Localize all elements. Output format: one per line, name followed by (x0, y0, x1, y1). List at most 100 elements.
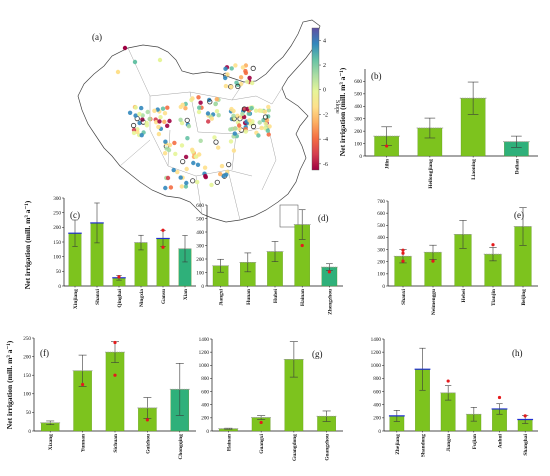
map-station-dot (190, 96, 195, 101)
map-station-dot (266, 132, 271, 137)
y-tick-label: 800 (373, 376, 381, 382)
map-station-dot (265, 128, 270, 133)
panel-label: (c) (70, 210, 80, 220)
map-station-dot (155, 107, 160, 112)
map-station-dot (195, 162, 201, 167)
colorbar-title: Slope (334, 100, 340, 114)
map-station-dot (178, 104, 183, 110)
panel-label: (f) (40, 348, 49, 358)
chart-panel: 0 100 200 300 400 500 600 700 (e) Shanxi Neimenggu… (377, 199, 538, 315)
map-station-dot (245, 79, 250, 84)
map-station-dot (184, 117, 190, 123)
map-station-dot (219, 163, 225, 169)
slope-colorbar: 4 2 0 -2 -4 -6 Slope (311, 27, 340, 171)
map-station-dot (135, 129, 140, 135)
map-station-dot (225, 72, 230, 77)
map-station-dot (247, 118, 252, 123)
y-tick-label: 1200 (199, 350, 210, 356)
map-station-dot (132, 59, 138, 65)
red-point (145, 418, 149, 422)
map-station-dot (198, 100, 203, 105)
map-station-dot (226, 162, 232, 168)
chart-panel: 0 100 200 300 400 500 600 (b) Net irrigation (mi… (338, 67, 538, 189)
colorbar-tick-label: 0 (323, 88, 326, 94)
map-station-dot (231, 113, 236, 119)
map-station-dot (137, 111, 142, 117)
map-station-dot (250, 121, 255, 126)
map-station-dot (127, 110, 133, 116)
red-point (113, 340, 117, 345)
y-tick-label: 400 (201, 403, 209, 409)
y-tick-label: 600 (373, 389, 381, 395)
map-station-dot (247, 75, 252, 81)
y-tick-label: 0 (378, 429, 381, 435)
map-station-dot (178, 117, 183, 123)
map-stations (115, 45, 272, 191)
map-station-dot (233, 126, 238, 131)
map-station-dot (197, 152, 202, 157)
map-station-dot (218, 171, 223, 177)
map-station-dot (186, 124, 192, 129)
map-station-dot (262, 114, 269, 120)
category-label: Shandong (421, 434, 427, 457)
map-station-dot (237, 123, 242, 128)
map-station-dot (223, 83, 229, 89)
map-station-dot (115, 69, 121, 75)
panel-label: (e) (514, 210, 524, 220)
map-station-dot (195, 179, 200, 185)
panel-label: (g) (312, 349, 323, 359)
category-label: Hunan (246, 289, 252, 305)
map-station-dot (267, 124, 272, 129)
map-station-dot (240, 111, 245, 117)
map-station-dot (216, 145, 221, 150)
map-station-dot (172, 140, 177, 146)
map-station-dot (190, 147, 195, 152)
map-station-dot (179, 184, 184, 189)
y-tick-label: 400 (196, 230, 204, 236)
red-point (431, 259, 435, 263)
map-station-dot (198, 138, 203, 143)
y-tick-label: 0 (201, 284, 204, 290)
category-label: Xian (183, 289, 189, 300)
category-label: Anhui (498, 434, 504, 449)
y-tick-label: 200 (23, 354, 31, 360)
category-label: Shanxi (401, 289, 407, 305)
y-tick-label: 0 (28, 429, 31, 435)
map-station-dot (147, 116, 152, 122)
map-station-dot (152, 108, 157, 114)
red-point (446, 379, 450, 383)
map-station-dot (266, 104, 271, 110)
map-station-dot (122, 45, 128, 51)
map-station-dot (266, 108, 271, 113)
map-station-dot (223, 75, 228, 81)
category-label: Hainan (300, 289, 306, 306)
map-station-dot (250, 123, 257, 130)
y-tick-label: 300 (354, 117, 362, 123)
panel-label: (d) (318, 213, 329, 223)
map-station-dot (154, 120, 159, 125)
category-label: Shanxi (95, 289, 101, 305)
map-station-dot (173, 151, 178, 157)
red-point (401, 259, 405, 263)
map-station-dot (246, 111, 251, 116)
map-station-dot (131, 130, 137, 136)
map-station-dot (160, 106, 166, 111)
category-label: Guangzhou (325, 434, 331, 461)
map-station-dot (157, 119, 162, 124)
map-station-dot (180, 159, 186, 165)
red-point (401, 248, 405, 252)
y-axis-label: Net irrigation (mill. m³ a⁻¹) (338, 67, 347, 156)
y-tick-label: 300 (53, 196, 61, 202)
map-station-dot (233, 63, 238, 68)
y-tick-label: 600 (377, 211, 385, 217)
map-station-dot (216, 113, 221, 118)
map-panel-label: (a) (92, 32, 102, 42)
red-point (401, 251, 405, 255)
y-tick-label: 100 (196, 270, 204, 276)
y-tick-label: 100 (53, 254, 61, 260)
map-station-dot (196, 109, 202, 115)
y-tick-label: 1200 (371, 350, 382, 356)
y-tick-label: 400 (377, 235, 385, 241)
panel-label: (b) (371, 71, 382, 81)
map-station-dot (167, 142, 173, 148)
